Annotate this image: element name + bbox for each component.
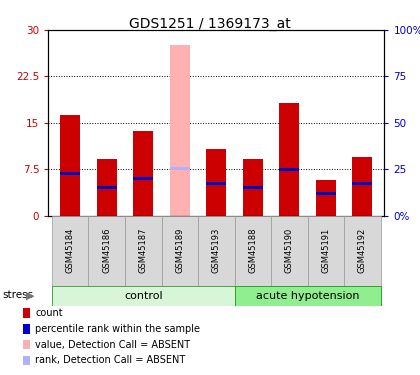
Bar bbox=[316, 180, 336, 216]
Bar bbox=[206, 182, 226, 184]
Text: GSM45191: GSM45191 bbox=[321, 228, 331, 273]
Bar bbox=[52, 216, 89, 287]
Text: percentile rank within the sample: percentile rank within the sample bbox=[35, 324, 200, 334]
Text: ▶: ▶ bbox=[26, 291, 34, 300]
Text: rank, Detection Call = ABSENT: rank, Detection Call = ABSENT bbox=[35, 356, 186, 365]
Bar bbox=[279, 168, 299, 171]
Text: GSM45184: GSM45184 bbox=[66, 228, 75, 273]
Bar bbox=[307, 216, 344, 287]
Bar bbox=[97, 186, 117, 189]
Bar bbox=[52, 286, 234, 306]
Bar bbox=[234, 286, 381, 306]
Bar bbox=[97, 159, 117, 216]
Bar bbox=[89, 216, 125, 287]
Bar bbox=[133, 177, 153, 180]
Text: control: control bbox=[124, 291, 163, 301]
Bar bbox=[198, 216, 234, 287]
Bar bbox=[279, 103, 299, 216]
Text: stress: stress bbox=[2, 291, 33, 300]
Bar bbox=[316, 192, 336, 195]
Text: count: count bbox=[35, 308, 63, 318]
Text: GSM45187: GSM45187 bbox=[139, 228, 148, 273]
Text: GSM45186: GSM45186 bbox=[102, 228, 111, 273]
Bar bbox=[234, 216, 271, 287]
Text: GSM45188: GSM45188 bbox=[248, 228, 257, 273]
Bar bbox=[60, 172, 80, 175]
Bar bbox=[162, 216, 198, 287]
Text: GDS1251 / 1369173_at: GDS1251 / 1369173_at bbox=[129, 17, 291, 31]
Bar bbox=[170, 167, 190, 170]
Text: GSM45192: GSM45192 bbox=[358, 228, 367, 273]
Bar bbox=[352, 182, 373, 184]
Text: acute hypotension: acute hypotension bbox=[256, 291, 360, 301]
Bar bbox=[243, 186, 263, 189]
Text: value, Detection Call = ABSENT: value, Detection Call = ABSENT bbox=[35, 340, 191, 350]
Text: GSM45190: GSM45190 bbox=[285, 228, 294, 273]
Bar bbox=[344, 216, 381, 287]
Bar bbox=[125, 216, 162, 287]
Bar bbox=[271, 216, 307, 287]
Bar bbox=[133, 131, 153, 216]
Bar bbox=[206, 149, 226, 216]
Text: GSM45189: GSM45189 bbox=[175, 228, 184, 273]
Bar bbox=[352, 157, 373, 216]
Bar bbox=[60, 115, 80, 216]
Bar bbox=[170, 45, 190, 216]
Text: GSM45193: GSM45193 bbox=[212, 228, 221, 273]
Bar bbox=[243, 159, 263, 216]
